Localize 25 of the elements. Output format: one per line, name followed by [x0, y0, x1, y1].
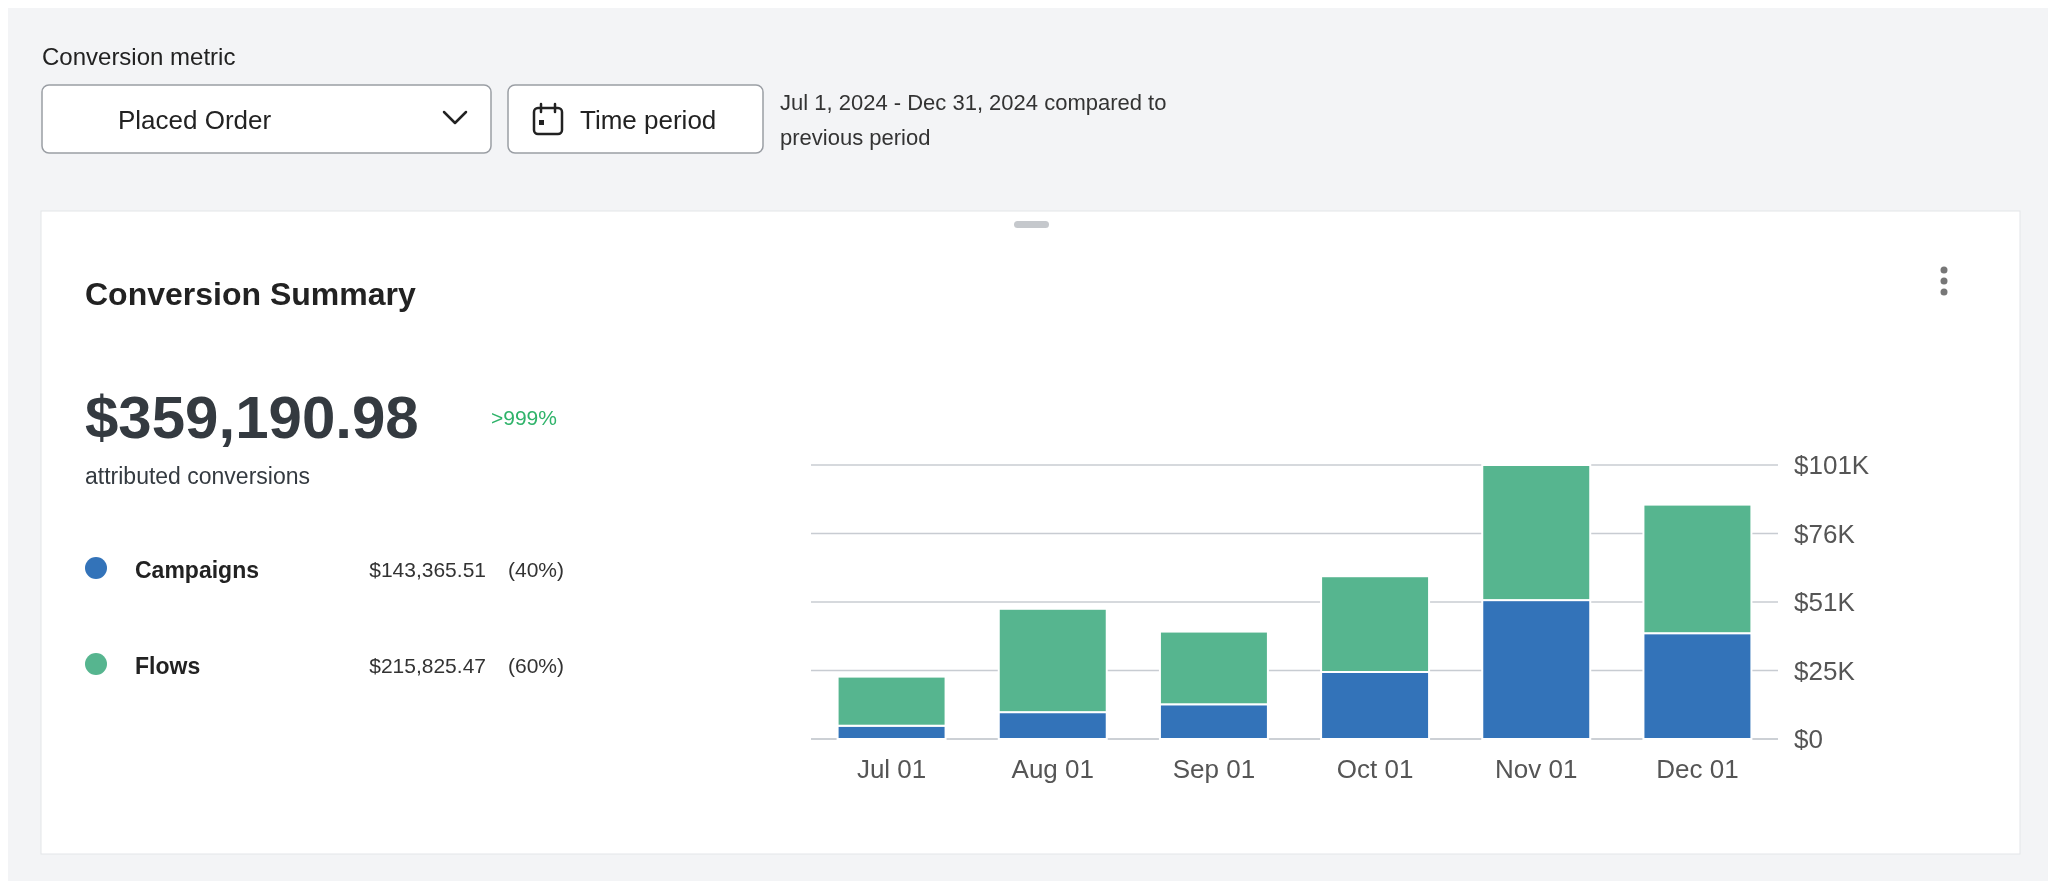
y-tick-label: $101K — [1794, 450, 1870, 480]
text: (60%) — [508, 654, 565, 677]
y-tick-label: $51K — [1794, 587, 1856, 617]
text: Time period — [580, 105, 717, 135]
text: Conversion metric — [42, 43, 236, 70]
text: >999% — [491, 406, 557, 429]
x-tick-label: Nov 01 — [1495, 754, 1578, 784]
text: Conversion Summary — [85, 276, 416, 312]
x-tick-label: Jul 01 — [856, 754, 927, 784]
x-tick-label: Dec 01 — [1656, 754, 1739, 784]
text: attributed conversions — [85, 463, 311, 489]
legend-label: Flows — [135, 653, 201, 679]
x-tick-label: Oct 01 — [1336, 754, 1414, 784]
text: (40%) — [508, 558, 565, 581]
y-tick-label: $25K — [1794, 655, 1856, 686]
text: Placed Order — [118, 105, 272, 135]
text: $143,365.51 — [369, 558, 486, 581]
x-tick-label: Aug 01 — [1011, 754, 1094, 784]
text: $359,190.98 — [85, 384, 419, 451]
legend-label: Campaigns — [135, 557, 259, 583]
y-tick-label: $0 — [1794, 724, 1823, 754]
x-tick-label: Sep 01 — [1172, 754, 1256, 784]
y-tick-label: $76K — [1794, 518, 1856, 549]
text: $215,825.47 — [369, 654, 486, 677]
text: Jul 1, 2024 - Dec 31, 2024 compared to previous period — [780, 90, 1167, 150]
